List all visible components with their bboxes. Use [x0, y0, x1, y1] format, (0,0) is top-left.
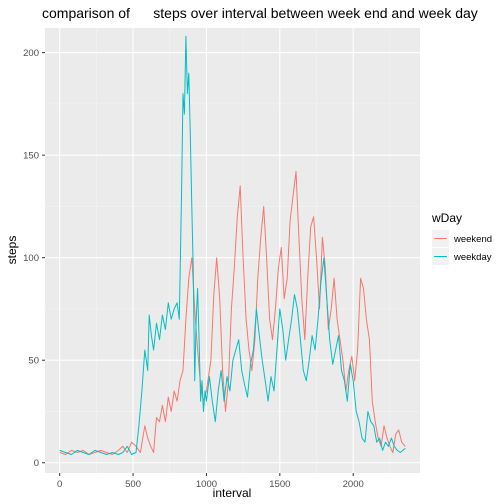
legend-label-weekday: weekday: [453, 252, 492, 263]
chart-title: comparison of steps over interval betwee…: [42, 5, 478, 21]
y-tick-label: 150: [23, 151, 39, 162]
legend: wDay weekend weekday: [431, 211, 492, 265]
y-tick-label: 50: [28, 356, 39, 367]
y-tick-label: 200: [23, 48, 39, 59]
legend-label-weekend: weekend: [453, 234, 492, 245]
y-tick-label: 0: [34, 458, 39, 469]
axis-ticks: 0 500 1000 1500 2000 0 50 100 150 200: [23, 48, 364, 490]
plot-panel: [45, 28, 420, 473]
legend-entries: weekend weekday: [432, 230, 492, 265]
x-tick-label: 0: [57, 479, 62, 490]
grid: [45, 28, 420, 473]
series-line-weekend: [59, 171, 406, 455]
x-tick-label: 500: [125, 479, 141, 490]
y-axis-title: steps: [5, 236, 19, 265]
y-tick-label: 100: [23, 253, 39, 264]
x-tick-label: 1500: [269, 479, 290, 490]
series-lines: [59, 35, 406, 455]
legend-title: wDay: [431, 211, 462, 225]
x-tick-label: 2000: [343, 479, 364, 490]
x-tick-label: 1000: [196, 479, 217, 490]
series-line-weekday: [59, 35, 406, 455]
x-axis-title: interval: [213, 486, 252, 500]
